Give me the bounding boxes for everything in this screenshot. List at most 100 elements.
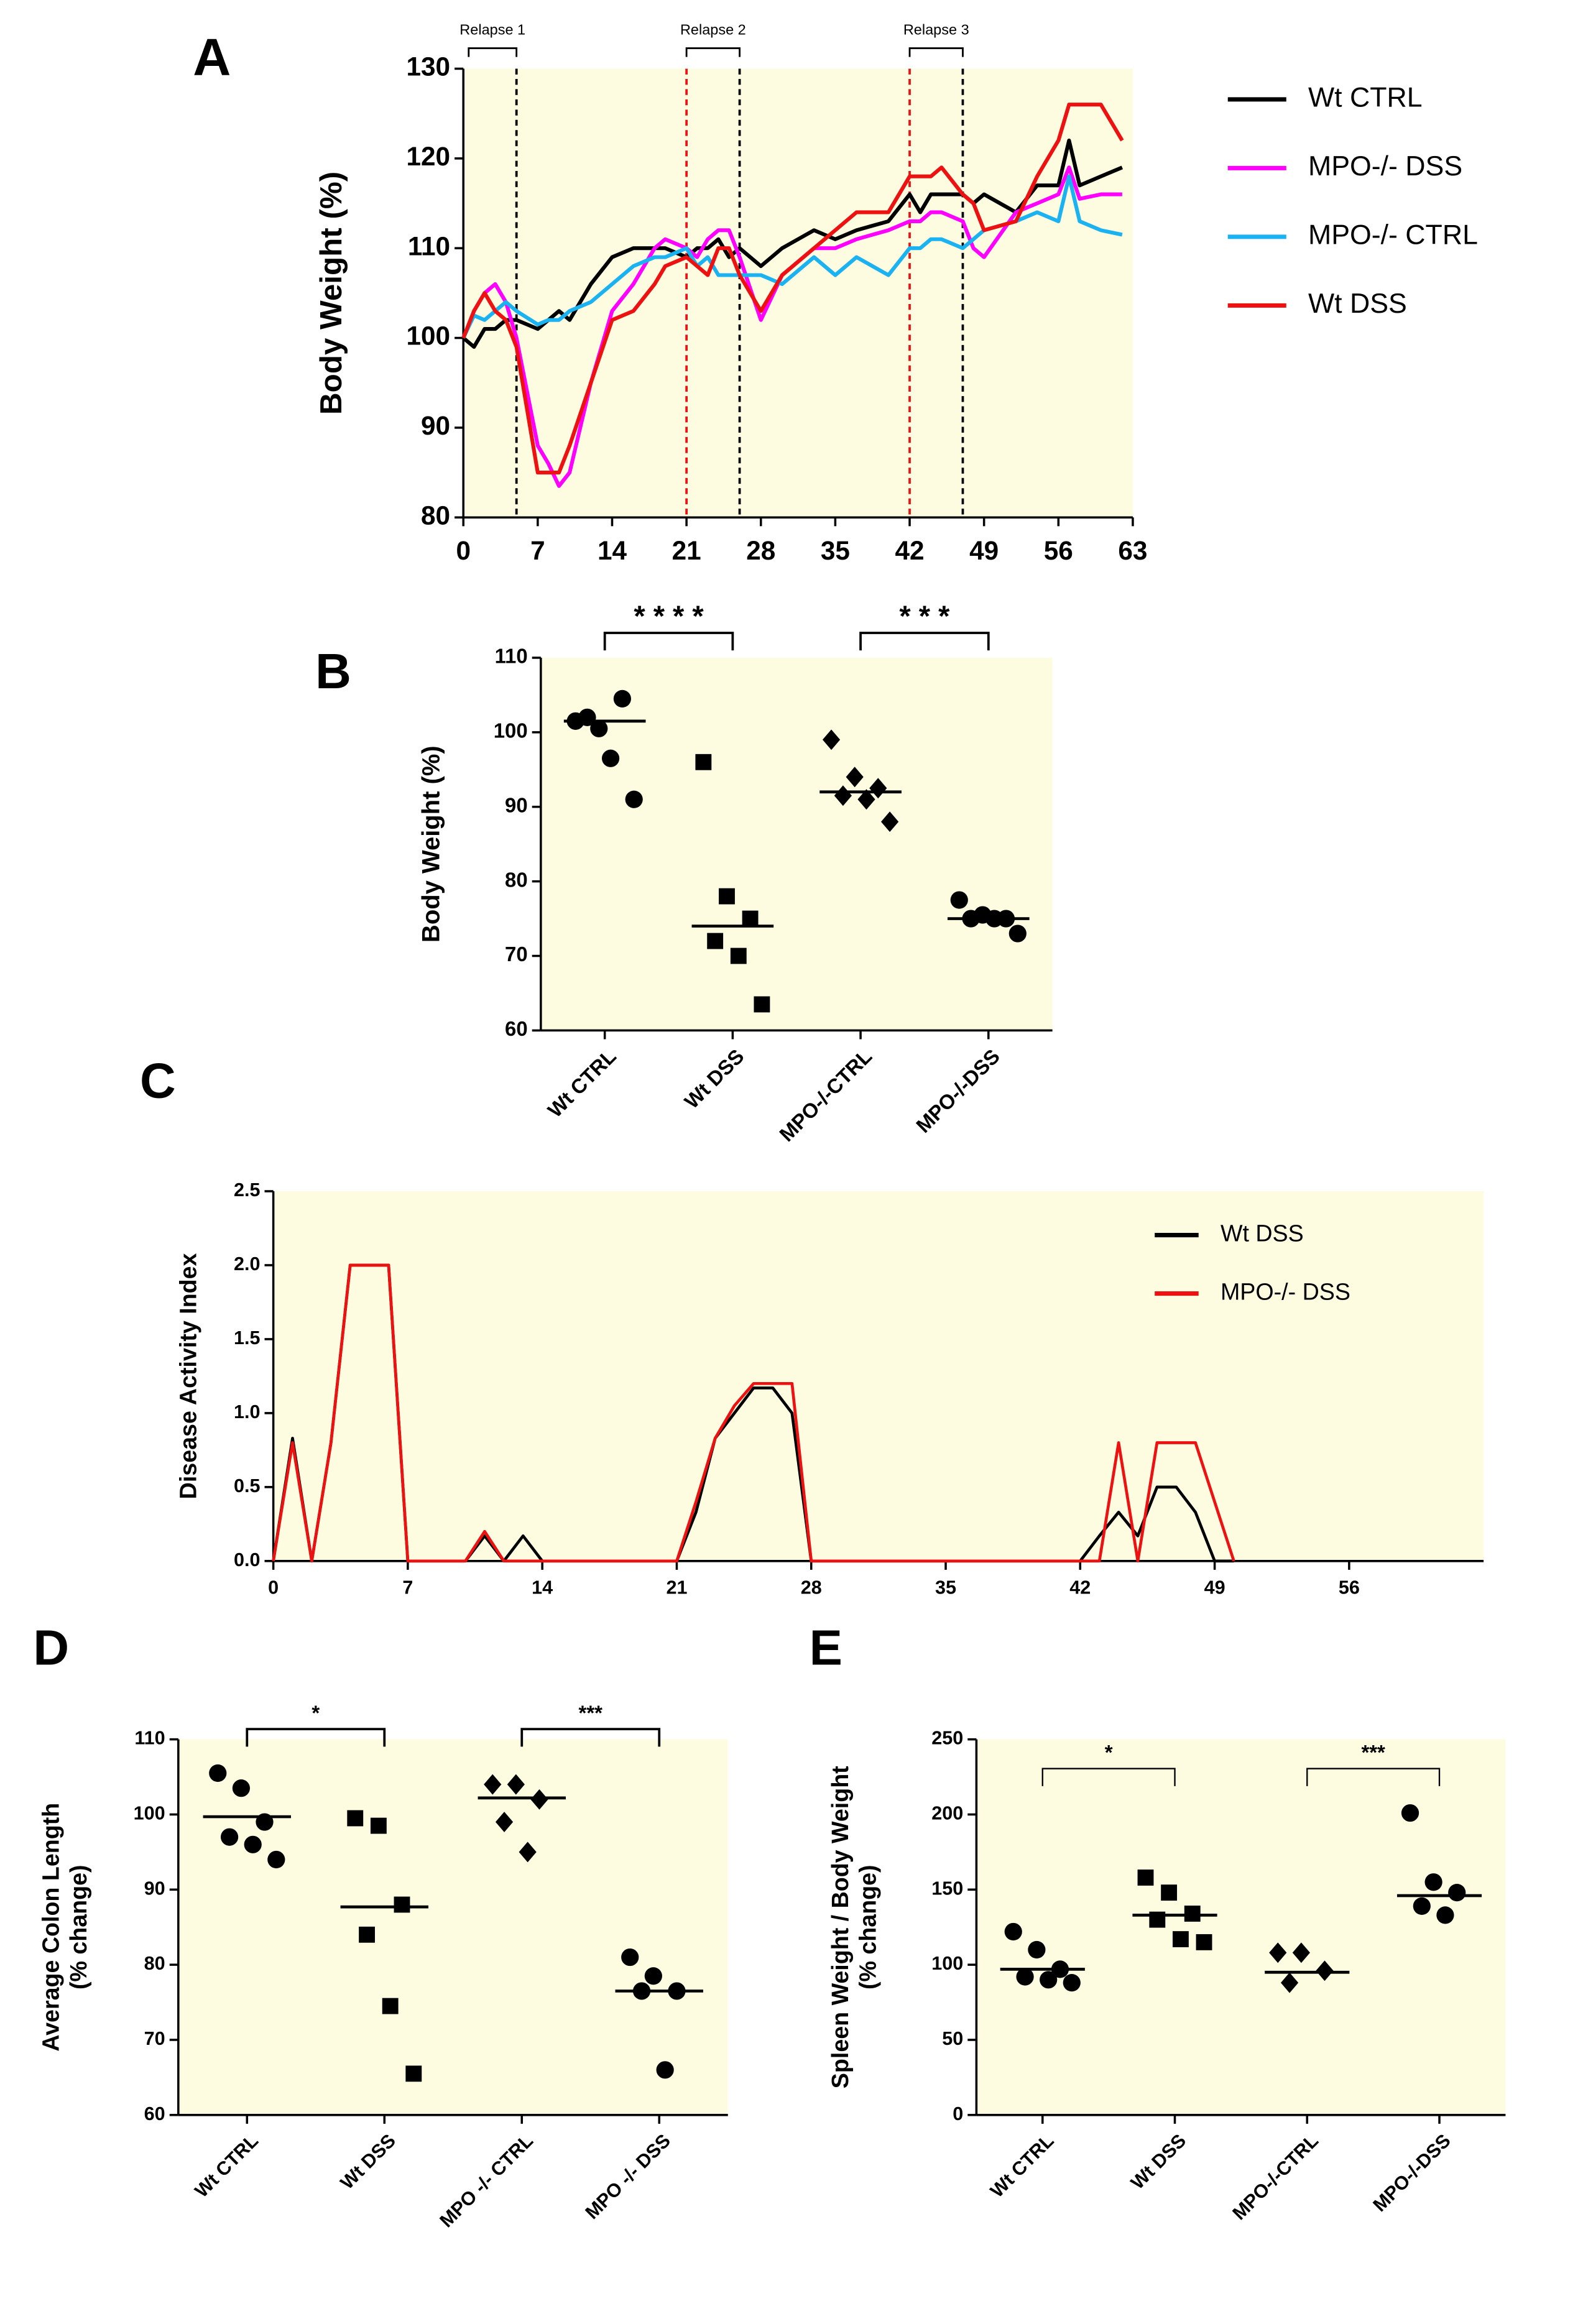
significance-label: * * * (899, 599, 950, 632)
y-tick-label: 200 (931, 1803, 963, 1824)
relapse-bracket (468, 47, 518, 57)
significance-label: * (1105, 1741, 1113, 1764)
y-tick-label: 0.0 (234, 1549, 260, 1570)
data-point (1004, 1922, 1022, 1941)
data-point (209, 1764, 227, 1782)
data-point (695, 754, 712, 770)
y-tick-label: 100 (931, 1953, 963, 1974)
relapse-label: Relapse 1 (459, 22, 525, 38)
plot-background (463, 68, 1133, 518)
x-tick-label: MPO -/- DSS (581, 2130, 675, 2223)
data-point (1401, 1804, 1419, 1822)
legend-label: MPO-/- DSS (1308, 151, 1462, 182)
data-point (530, 1789, 548, 1810)
data-point (220, 1828, 239, 1846)
x-tick-label: MPO-/-CTRL (775, 1044, 876, 1146)
x-tick-label: 0 (456, 536, 471, 565)
data-point (590, 719, 608, 737)
y-tick-label: 1.5 (234, 1327, 260, 1349)
legend-label: Wt DSS (1221, 1220, 1304, 1246)
significance-bracket (246, 1728, 386, 1747)
data-point (1292, 1942, 1310, 1963)
plot-background (273, 1191, 1484, 1561)
y-tick-label: 70 (144, 2028, 165, 2049)
data-point (1280, 1972, 1299, 1993)
y-tick-label: 60 (144, 2103, 165, 2124)
significance-label: * (312, 1701, 320, 1724)
x-tick-label: 35 (821, 536, 850, 565)
data-point (1137, 1870, 1154, 1886)
data-point (267, 1850, 285, 1869)
x-tick-label: 42 (895, 536, 924, 565)
y-tick-label: 150 (931, 1878, 963, 1899)
data-point (1040, 1971, 1058, 1989)
data-point (950, 891, 968, 909)
y-axis-label: Disease Activity Index (175, 1253, 201, 1499)
y-axis-label: Body Weight (%) (417, 745, 445, 943)
data-point (880, 811, 899, 832)
panel-letter: D (33, 1620, 69, 1676)
x-tick-label: 35 (935, 1577, 956, 1598)
legend-label: MPO-/- CTRL (1308, 220, 1478, 251)
series-line (461, 103, 1124, 475)
data-point (382, 1998, 399, 2014)
y-tick-label: 1.0 (234, 1401, 260, 1423)
legend-label: Wt CTRL (1308, 83, 1423, 113)
y-tick-label: 0 (953, 2103, 963, 2124)
y-tick-label: 100 (134, 1803, 165, 1824)
data-point (707, 933, 724, 949)
y-tick-label: 130 (406, 52, 450, 81)
y-tick-label: 2.0 (234, 1253, 260, 1275)
significance-bracket (520, 1728, 661, 1747)
x-tick-label: Wt CTRL (543, 1044, 621, 1122)
significance-label: * * * * (634, 599, 704, 632)
legend-label: MPO-/- DSS (1221, 1279, 1350, 1305)
x-tick-label: MPO-/-CTRL (1229, 2130, 1322, 2224)
data-point (625, 790, 643, 808)
series-line (272, 1263, 1235, 1563)
legend-label: Wt DSS (1308, 288, 1407, 319)
data-point (578, 708, 596, 726)
y-axis-label: (% change) (855, 1865, 881, 1990)
plot-background (540, 657, 1053, 1031)
data-point (1161, 1884, 1178, 1901)
significance-label: *** (1361, 1741, 1385, 1764)
data-point (1436, 1906, 1454, 1924)
relapse-label: Relapse 2 (680, 22, 746, 38)
x-tick-label: 21 (666, 1577, 687, 1598)
x-tick-label: 49 (969, 536, 999, 565)
significance-bracket (603, 632, 734, 651)
x-tick-label: 42 (1069, 1577, 1091, 1598)
x-tick-label: 14 (598, 536, 627, 565)
y-tick-label: 90 (421, 411, 450, 440)
data-point (1184, 1906, 1201, 1922)
data-point (613, 689, 631, 708)
significance-label: *** (579, 1701, 603, 1724)
panel-letter: A (193, 27, 231, 86)
y-tick-label: 100 (406, 321, 450, 351)
data-point (484, 1774, 502, 1795)
data-point (1063, 1974, 1081, 1992)
y-tick-label: 250 (931, 1728, 963, 1749)
y-tick-label: 80 (144, 1953, 165, 1974)
data-point (347, 1810, 364, 1827)
x-tick-label: Wt DSS (680, 1044, 748, 1113)
significance-bracket (1306, 1768, 1441, 1786)
data-point (370, 1817, 387, 1834)
x-tick-label: MPO-/-DSS (911, 1044, 1004, 1137)
y-tick-label: 90 (505, 793, 528, 816)
data-point (1424, 1873, 1442, 1891)
x-tick-label: 28 (746, 536, 775, 565)
y-tick-label: 2.5 (234, 1179, 260, 1201)
y-tick-label: 80 (421, 500, 450, 530)
x-tick-label: 0 (268, 1577, 279, 1598)
y-axis-label: Spleen Weight / Body Weight (827, 1766, 853, 2088)
x-tick-label: 7 (402, 1577, 413, 1598)
data-point (601, 749, 620, 767)
y-tick-label: 110 (134, 1728, 165, 1749)
data-point (394, 1896, 410, 1913)
y-axis-label: Body Weight (%) (314, 172, 348, 415)
y-tick-label: 110 (495, 645, 528, 668)
relapse-label: Relapse 3 (903, 22, 969, 38)
y-tick-label: 120 (406, 142, 450, 171)
